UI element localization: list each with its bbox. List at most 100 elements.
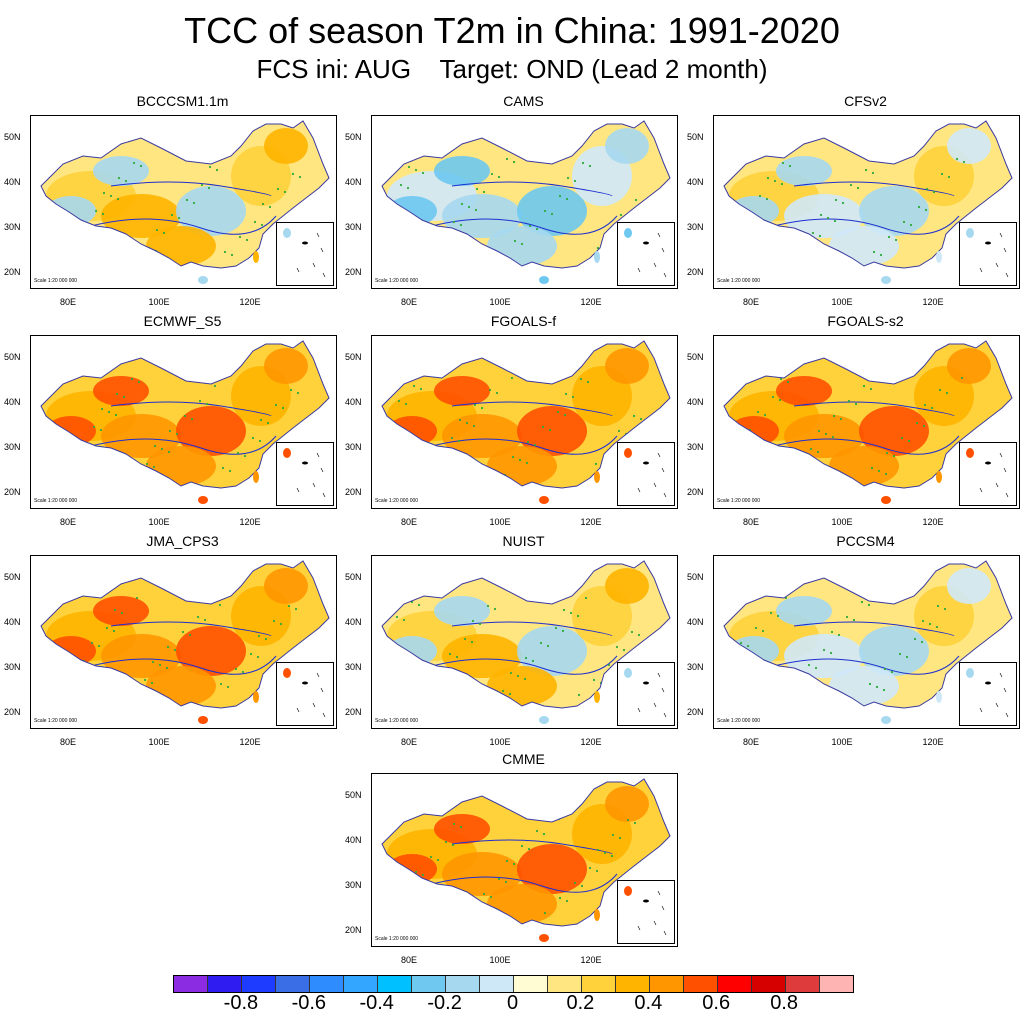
colorbar-cell	[616, 976, 650, 992]
y-tick-label: 40N	[687, 177, 704, 187]
panel-title: CFSv2	[844, 93, 887, 109]
scale-label: Scale 1:20 000 000	[717, 278, 761, 284]
y-tick-label: 50N	[687, 572, 704, 582]
y-tick-label: 40N	[687, 617, 704, 627]
y-tick-label: 50N	[4, 132, 21, 142]
colorbar-cell	[480, 976, 514, 992]
china-map	[381, 778, 671, 942]
panel-title: CMME	[502, 751, 545, 767]
south-china-sea-inset	[959, 442, 1017, 506]
colorbar-label: -0.8	[223, 992, 259, 1014]
panel-title: BCCCSM1.1m	[136, 93, 229, 109]
colorbar-cell	[684, 976, 718, 992]
x-tick-label: 100E	[148, 517, 170, 527]
scale-label: Scale 1:20 000 000	[375, 498, 419, 504]
y-tick-label: 40N	[687, 397, 704, 407]
map-frame: Scale 1:20 000 000	[371, 335, 678, 509]
colorbar-label: -0.2	[427, 992, 462, 1014]
y-tick-label: 30N	[687, 222, 704, 232]
colorbar-label: 0.4	[634, 992, 663, 1014]
y-tick-label: 50N	[4, 352, 21, 362]
x-tick-label: 80E	[400, 297, 417, 307]
colorbar-cell	[310, 976, 344, 992]
scale-label: Scale 1:20 000 000	[717, 718, 761, 724]
x-tick-label: 100E	[831, 737, 853, 747]
x-tick-label: 80E	[742, 737, 759, 747]
x-tick-label: 80E	[59, 737, 76, 747]
map-frame: Scale 1:20 000 000	[371, 115, 678, 289]
colorbar-cell	[412, 976, 446, 992]
colorbar-label: 0.2	[566, 992, 595, 1014]
y-tick-label: 20N	[345, 267, 362, 277]
x-tick-label: 100E	[148, 737, 170, 747]
south-china-sea-inset	[276, 222, 334, 286]
x-tick-label: 120E	[922, 517, 944, 527]
colorbar-label: -0.4	[359, 992, 394, 1014]
panel-title: ECMWF_S5	[143, 313, 222, 329]
colorbar-cell	[242, 976, 276, 992]
y-tick-label: 40N	[345, 177, 362, 187]
y-tick-label: 40N	[345, 835, 362, 845]
y-tick-label: 40N	[345, 397, 362, 407]
colorbar	[173, 975, 854, 993]
map-frame: Scale 1:20 000 000	[30, 335, 337, 509]
china-map	[40, 120, 330, 284]
colorbar-cell	[548, 976, 582, 992]
colorbar-label: 0	[506, 992, 519, 1014]
y-tick-label: 30N	[4, 442, 21, 452]
colorbar-cell	[174, 976, 208, 992]
x-tick-label: 120E	[922, 737, 944, 747]
colorbar-cell	[582, 976, 616, 992]
y-tick-label: 20N	[4, 267, 21, 277]
colorbar-cell	[718, 976, 752, 992]
china-map	[40, 340, 330, 504]
colorbar-label: 0.6	[702, 992, 731, 1014]
colorbar-label: -0.6	[291, 992, 327, 1014]
south-china-sea-inset	[959, 222, 1017, 286]
y-tick-label: 20N	[345, 707, 362, 717]
y-tick-label: 20N	[345, 925, 362, 935]
x-tick-label: 100E	[831, 297, 853, 307]
colorbar-cell	[786, 976, 820, 992]
panel-title: PCCSM4	[836, 533, 895, 549]
x-tick-label: 120E	[580, 297, 602, 307]
scale-label: Scale 1:20 000 000	[375, 278, 419, 284]
y-tick-label: 40N	[4, 617, 21, 627]
x-tick-label: 100E	[489, 737, 511, 747]
x-tick-label: 80E	[400, 955, 417, 965]
china-map	[723, 120, 1013, 284]
x-tick-label: 80E	[59, 517, 76, 527]
map-frame: Scale 1:20 000 000	[30, 115, 337, 289]
map-frame: Scale 1:20 000 000	[371, 555, 678, 729]
y-tick-label: 30N	[345, 662, 362, 672]
y-tick-label: 40N	[4, 397, 21, 407]
figure-subtitle: FCS ini: AUG Target: OND (Lead 2 month)	[256, 54, 768, 84]
colorbar-cell	[378, 976, 412, 992]
panel-title: FGOALS-s2	[827, 313, 904, 329]
y-tick-label: 30N	[687, 442, 704, 452]
x-tick-label: 100E	[148, 297, 170, 307]
y-tick-label: 50N	[345, 572, 362, 582]
colorbar-label: 0.8	[770, 992, 798, 1014]
y-tick-label: 20N	[687, 707, 704, 717]
south-china-sea-inset	[276, 442, 334, 506]
y-tick-label: 30N	[345, 222, 362, 232]
map-frame: Scale 1:20 000 000	[30, 555, 337, 729]
colorbar-cell	[820, 976, 853, 992]
x-tick-label: 120E	[239, 517, 261, 527]
x-tick-label: 120E	[580, 955, 602, 965]
panel-title: FGOALS-f	[490, 313, 557, 329]
south-china-sea-inset	[959, 662, 1017, 726]
y-tick-label: 50N	[345, 790, 362, 800]
map-frame: Scale 1:20 000 000	[713, 115, 1020, 289]
south-china-sea-inset	[617, 442, 675, 506]
y-tick-label: 20N	[4, 487, 21, 497]
y-tick-label: 50N	[345, 132, 362, 142]
scale-label: Scale 1:20 000 000	[34, 278, 78, 284]
x-tick-label: 100E	[489, 297, 511, 307]
x-tick-label: 80E	[400, 737, 417, 747]
figure-title: TCC of season T2m in China: 1991-2020	[184, 10, 840, 51]
x-tick-label: 120E	[580, 737, 602, 747]
south-china-sea-inset	[617, 880, 675, 944]
panel-title: JMA_CPS3	[146, 533, 219, 549]
